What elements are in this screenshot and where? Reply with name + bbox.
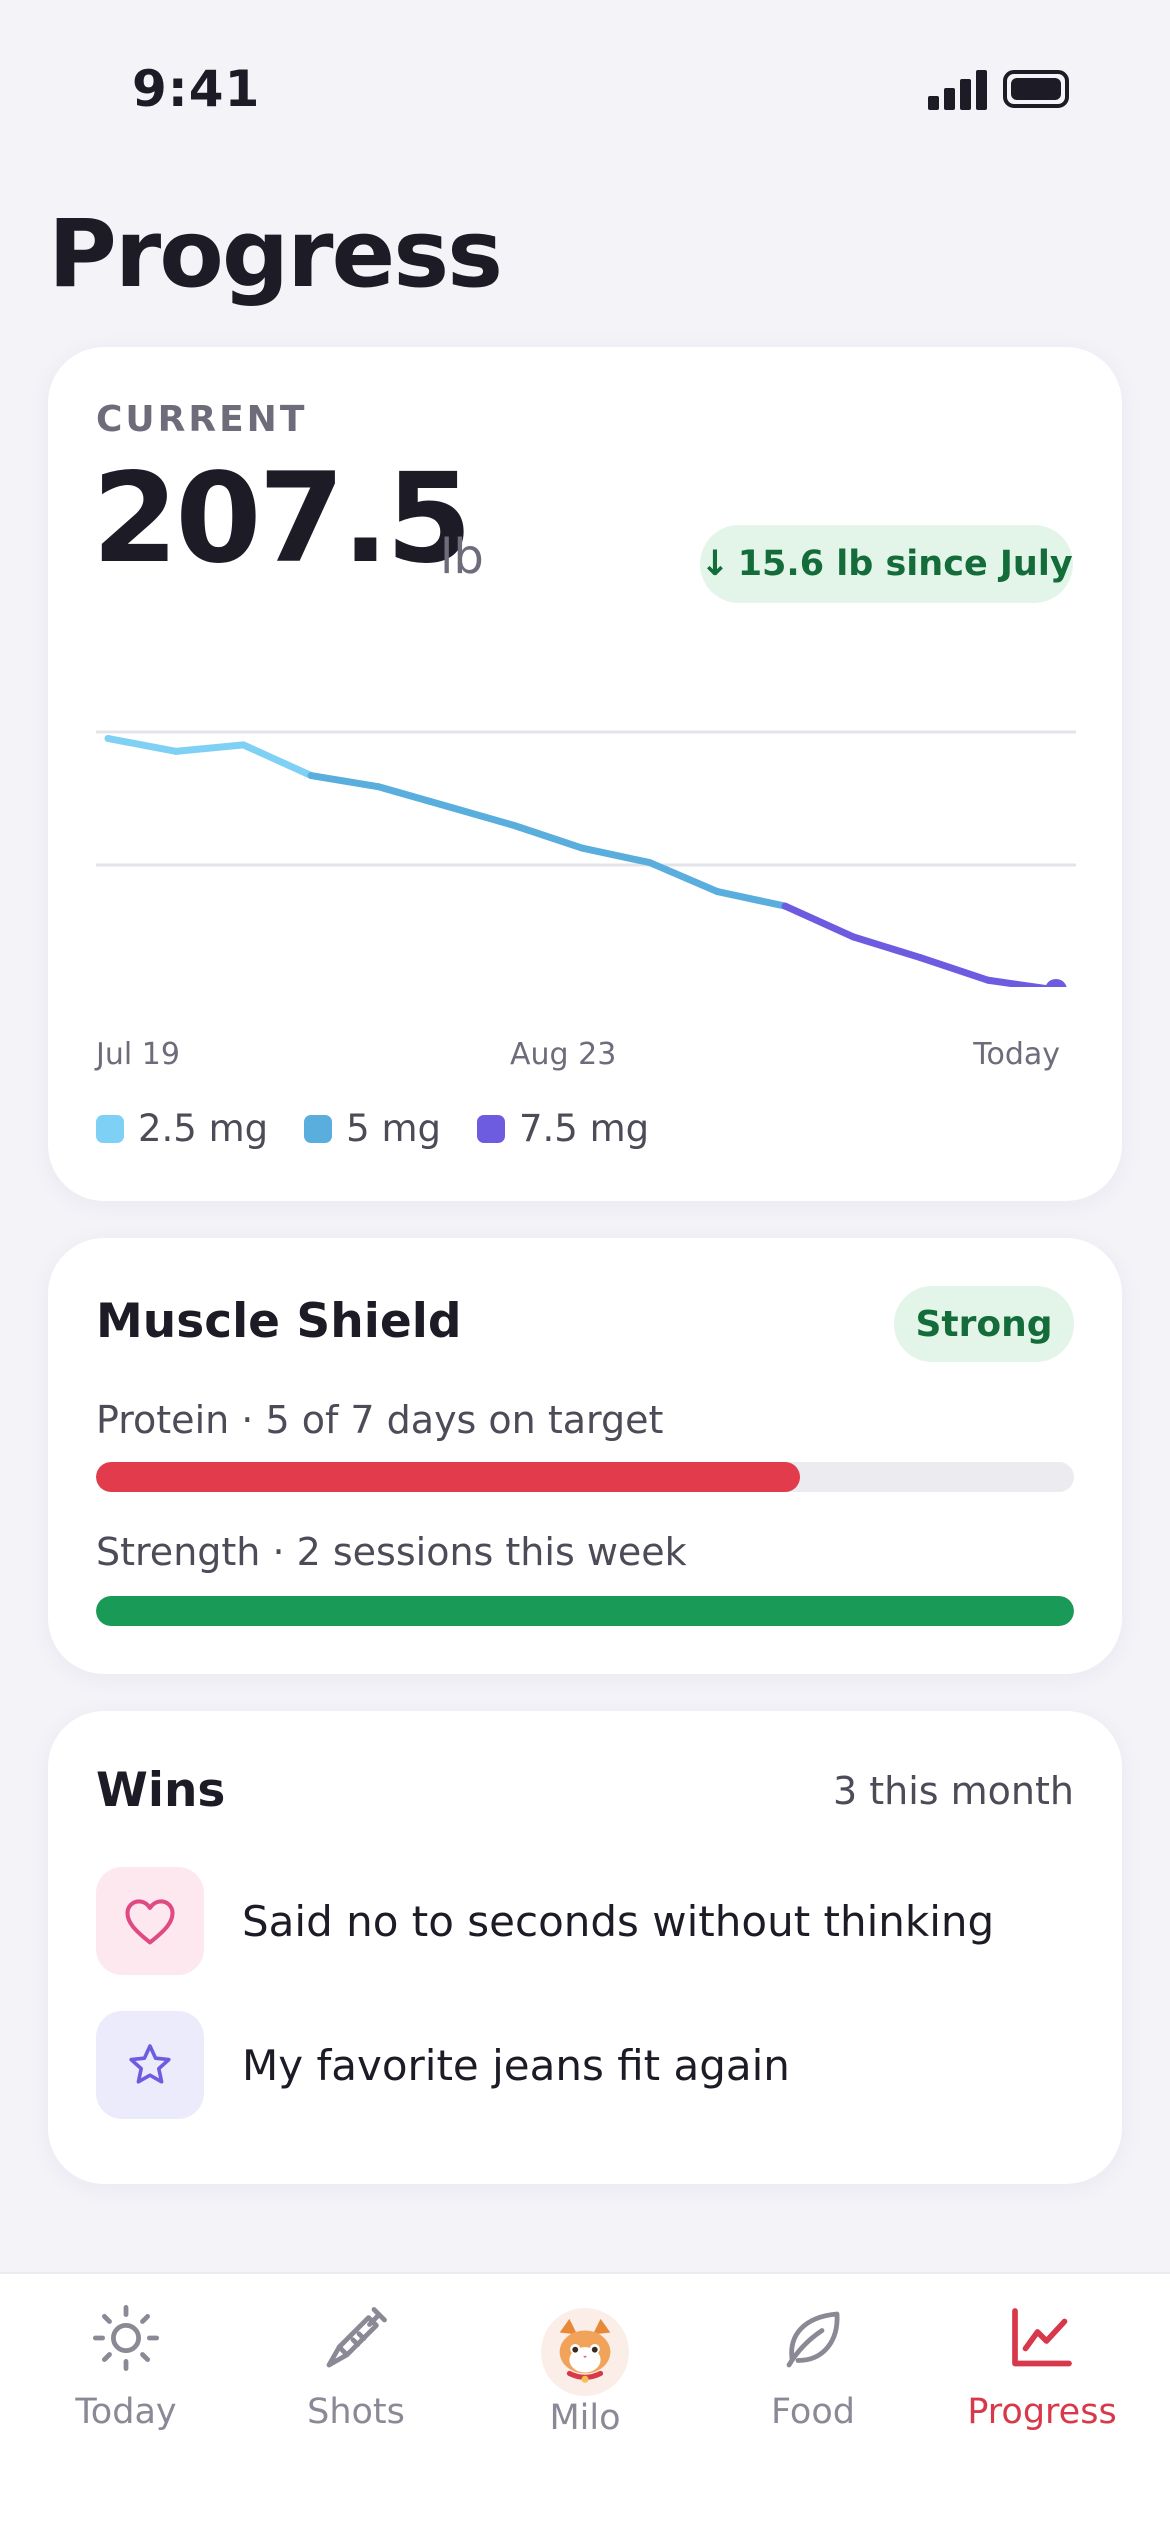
current-weight-value: 207.5: [92, 447, 472, 591]
tab-shots[interactable]: Shots: [266, 2298, 446, 2448]
battery-icon: [1003, 70, 1069, 108]
chart-icon: [1002, 2298, 1082, 2378]
star-icon: [96, 2011, 204, 2119]
legend-swatch: [476, 1114, 505, 1143]
weight-line-segment: [781, 902, 857, 941]
muscle-shield-card[interactable]: Muscle Shield Strong Protein · 5 of 7 da…: [48, 1238, 1122, 1674]
x-axis-label-end: Today: [973, 1037, 1060, 1072]
current-weight-unit: lb: [440, 529, 484, 585]
win-text: My favorite jeans fit again: [242, 2040, 790, 2090]
tab-label: Today: [75, 2392, 177, 2432]
protein-progress-bar: [96, 1462, 1074, 1492]
legend-item: 5 mg: [304, 1107, 441, 1150]
chart-legend: 2.5 mg 5 mg 7.5 mg: [96, 1107, 649, 1150]
weight-line-segment: [917, 954, 992, 984]
weight-line-segment: [510, 822, 586, 852]
arrow-down-icon: ↓: [700, 544, 730, 584]
weight-change-text: 15.6 lb since July: [737, 544, 1073, 584]
wins-card[interactable]: Wins 3 this month Said no to seconds wit…: [48, 1711, 1122, 2184]
weight-line-segment: [104, 734, 180, 755]
legend-label: 2.5 mg: [138, 1107, 269, 1150]
tab-bar: Today Shots: [0, 2272, 1170, 2532]
weight-change-badge: ↓ 15.6 lb since July: [700, 525, 1073, 603]
x-axis-label-middle: Aug 23: [510, 1037, 617, 1072]
weight-line-segment: [646, 859, 721, 896]
muscle-shield-title: Muscle Shield: [96, 1294, 462, 1349]
heart-icon: [96, 1867, 204, 1975]
tab-label: Food: [771, 2392, 855, 2432]
strength-label: Strength · 2 sessions this week: [96, 1530, 687, 1574]
weight-line-segment: [578, 844, 654, 867]
x-axis-label-start: Jul 19: [96, 1037, 180, 1072]
weight-line-segment: [375, 783, 451, 810]
cat-avatar-icon: [541, 2308, 629, 2396]
legend-item: 2.5 mg: [96, 1107, 268, 1150]
tab-label: Milo: [549, 2398, 621, 2438]
legend-swatch: [304, 1114, 333, 1143]
status-time: 9:41: [132, 60, 261, 118]
weight-line-segment: [443, 802, 518, 830]
protein-label: Protein · 5 of 7 days on target: [96, 1398, 664, 1442]
current-label: CURRENT: [96, 399, 308, 440]
tab-milo[interactable]: Milo: [495, 2298, 675, 2448]
tab-food[interactable]: Food: [723, 2298, 903, 2448]
weight-chart[interactable]: [96, 687, 1076, 987]
weight-card[interactable]: CURRENT 207.5 lb ↓ 15.6 lb since July Ju…: [48, 347, 1122, 1201]
legend-item: 7.5 mg: [476, 1107, 650, 1150]
weight-line-segment: [239, 741, 315, 780]
strength-progress-bar: [96, 1596, 1074, 1626]
status-bar: 9:41: [0, 0, 1170, 180]
tab-label: Shots: [307, 2392, 405, 2432]
tab-progress[interactable]: Progress: [952, 2298, 1132, 2448]
sun-icon: [86, 2298, 166, 2378]
weight-line-segment: [849, 933, 925, 962]
wins-count[interactable]: 3 this month: [832, 1769, 1074, 1813]
legend-label: 7.5 mg: [518, 1107, 650, 1150]
win-item[interactable]: My favorite jeans fit again: [96, 2011, 790, 2119]
weight-line-segment: [307, 772, 383, 791]
syringe-icon: [316, 2298, 396, 2378]
legend-swatch: [96, 1114, 124, 1143]
weight-line-segment: [984, 976, 1058, 987]
protein-progress-fill: [96, 1462, 801, 1492]
tab-today[interactable]: Today: [36, 2298, 216, 2448]
weight-line-segment: [172, 741, 247, 755]
leaf-icon: [773, 2298, 853, 2378]
current-weight-point[interactable]: [1045, 978, 1067, 987]
legend-label: 5 mg: [346, 1107, 441, 1150]
weight-line-segment: [713, 888, 789, 910]
page-title: Progress: [48, 200, 503, 309]
muscle-shield-status-badge: Strong: [894, 1286, 1074, 1362]
win-item[interactable]: Said no to seconds without thinking: [96, 1867, 994, 1975]
strength-progress-fill: [96, 1596, 1074, 1626]
wins-title: Wins: [96, 1763, 226, 1818]
tab-label: Progress: [967, 2392, 1117, 2432]
signal-icon: [928, 68, 988, 110]
win-text: Said no to seconds without thinking: [242, 1896, 995, 1946]
